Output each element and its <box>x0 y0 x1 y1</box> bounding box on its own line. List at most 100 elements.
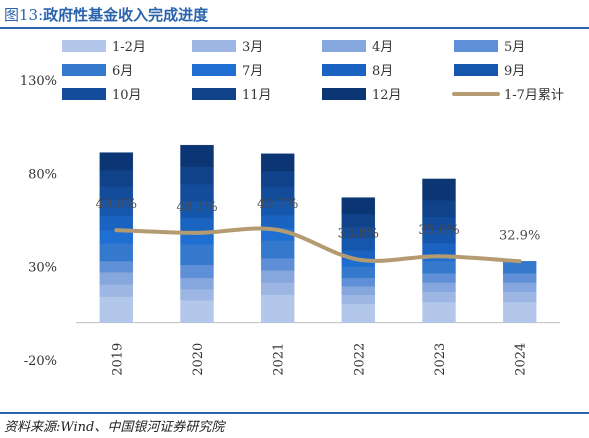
bar-segment <box>502 291 537 303</box>
bar-segment <box>422 260 456 274</box>
bar-segment <box>422 301 456 323</box>
legend-item: 9月 <box>454 64 525 79</box>
bar-segment <box>341 286 376 295</box>
title-text: 政府性基金收入完成进度 <box>43 6 209 24</box>
legend-swatch <box>62 88 106 100</box>
x-tick-label: 2023 <box>433 343 448 376</box>
legend-swatch <box>192 40 236 52</box>
legend-item: 11月 <box>192 88 272 103</box>
legend-item: 5月 <box>454 40 525 55</box>
legend-item: 8月 <box>322 64 393 79</box>
bar-segment <box>260 258 295 271</box>
bar-segment <box>180 264 214 279</box>
data-label: 49.6% <box>96 197 137 212</box>
bar-segment <box>422 242 456 255</box>
legend: 1-2月 3月 4月 5月 6月 7月 8月 9月 10月 11月 12月 1-7月累计 <box>62 40 564 103</box>
bar-segment <box>341 294 376 305</box>
legend-swatch <box>62 64 106 76</box>
chart-canvas: 1-2月 3月 4月 5月 6月 7月 8月 9月 10月 11月 12月 1-7月累计 130% 80… <box>20 40 564 376</box>
bar-segment <box>341 197 376 215</box>
data-label: 49.7% <box>257 197 298 212</box>
bar-segment <box>99 260 134 273</box>
legend-label: 8月 <box>372 64 393 79</box>
legend-item: 6月 <box>62 64 133 79</box>
y-tick-label: -20% <box>24 354 57 369</box>
x-tick-label: 2020 <box>191 343 206 376</box>
bar-segment <box>99 284 134 297</box>
legend-label: 11月 <box>242 88 272 103</box>
legend-label: 10月 <box>112 88 142 103</box>
bar-segment <box>260 294 295 323</box>
bar-segment <box>99 272 134 285</box>
bar-segment <box>260 282 295 295</box>
bar-segment <box>180 277 214 290</box>
legend-swatch <box>62 40 106 52</box>
bar-segment <box>341 277 376 287</box>
legend-swatch <box>322 88 366 100</box>
y-axis: 130% 80% 30% -20% <box>20 74 560 369</box>
title-rule <box>0 27 589 29</box>
y-tick-label: 30% <box>28 261 57 276</box>
bar-segment <box>99 215 134 231</box>
legend-label: 3月 <box>242 40 263 55</box>
legend-label: 12月 <box>372 88 402 103</box>
data-label: 48.1% <box>176 200 217 215</box>
legend-item: 1-2月 <box>62 40 146 55</box>
bar-segment <box>180 288 214 301</box>
legend-label: 1-2月 <box>112 40 146 55</box>
bar-segment <box>422 178 456 201</box>
data-label: 32.9% <box>499 228 540 243</box>
legend-label: 7月 <box>242 64 263 79</box>
legend-label: 1-7月累计 <box>504 88 564 103</box>
bar-segment <box>341 213 376 228</box>
bar-segment <box>422 291 456 303</box>
bar-segment <box>260 153 295 172</box>
bar-segment <box>502 282 537 293</box>
legend-item: 12月 <box>322 88 402 103</box>
legend-item: 4月 <box>322 40 393 55</box>
x-tick-label: 2021 <box>272 343 287 376</box>
legend-swatch <box>454 64 498 76</box>
legend-swatch <box>322 64 366 76</box>
cumulative-line-path <box>114 226 522 264</box>
legend-swatch <box>322 40 366 52</box>
bar-segment <box>180 144 214 167</box>
legend-item: 1-7月累计 <box>452 88 564 103</box>
bar-segment <box>260 170 295 188</box>
bar-segment <box>260 240 295 259</box>
bar-segment <box>99 243 134 262</box>
data-label: 33.8% <box>338 227 379 242</box>
bar-segment <box>180 300 214 323</box>
bar-segment <box>502 273 537 283</box>
bar-segment <box>99 296 134 323</box>
bar-segment <box>180 166 214 185</box>
x-tick-label: 2022 <box>352 343 367 376</box>
legend-label: 6月 <box>112 64 133 79</box>
legend-label: 4月 <box>372 40 393 55</box>
bar-segment <box>260 214 295 229</box>
bar-segment <box>180 184 214 202</box>
bar-segment <box>180 244 214 265</box>
bar-segment <box>341 303 376 323</box>
bar-segment <box>422 282 456 293</box>
source-note: 资料来源:Wind、中国银河证券研究院 <box>4 420 225 435</box>
x-tick-label: 2019 <box>110 343 125 376</box>
figure-label: 图13: <box>4 6 44 24</box>
source-rule <box>0 412 589 414</box>
x-axis: 2019 2020 2021 2022 2023 2024 <box>110 343 528 376</box>
legend-swatch <box>192 88 236 100</box>
bar-segment <box>422 273 456 283</box>
x-tick-label: 2024 <box>514 343 529 376</box>
legend-item: 7月 <box>192 64 263 79</box>
cumulative-line: 49.6% 48.1% 49.7% 33.8% 35.6% 32.9% <box>96 197 540 264</box>
y-tick-label: 80% <box>28 167 57 182</box>
legend-label: 5月 <box>504 40 525 55</box>
bar-segment <box>422 200 456 218</box>
bar-segment <box>341 266 376 279</box>
data-label: 35.6% <box>418 223 459 238</box>
bar-segment <box>99 170 134 187</box>
legend-label: 9月 <box>504 64 525 79</box>
legend-swatch <box>192 64 236 76</box>
bar-segment <box>99 152 134 171</box>
chart-title: 图13:政府性基金收入完成进度 <box>4 4 208 25</box>
